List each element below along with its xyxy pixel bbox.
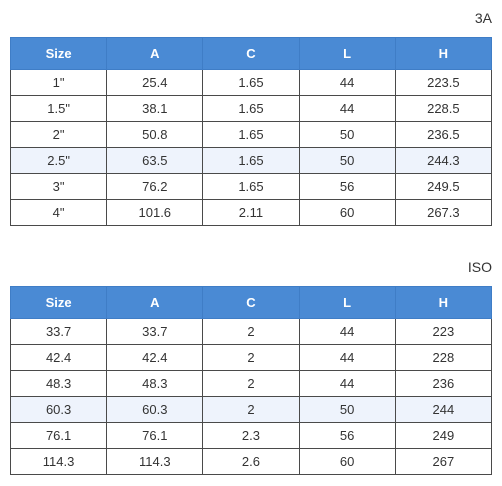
cell-h: 228.5 (394, 95, 493, 122)
cell-c: 1.65 (202, 147, 300, 174)
column-header-h: H (394, 286, 493, 319)
table-row: 1" 25.4 1.65 44 223.5 (9, 69, 493, 96)
cell-size: 76.1 (9, 422, 108, 449)
cell-c: 2.11 (202, 199, 300, 226)
table-header-row: Size A C L H (9, 37, 493, 70)
cell-c: 2 (202, 370, 300, 397)
cell-h: 228 (394, 344, 493, 371)
cell-h: 267 (394, 448, 493, 475)
cell-size: 2" (9, 121, 108, 148)
cell-a: 38.1 (106, 95, 204, 122)
table-row: 4" 101.6 2.11 60 267.3 (9, 199, 493, 226)
column-header-c: C (202, 37, 300, 70)
cell-a: 76.1 (106, 422, 204, 449)
cell-l: 60 (298, 448, 396, 475)
cell-l: 44 (298, 318, 396, 345)
cell-h: 236.5 (394, 121, 493, 148)
table-row: 2" 50.8 1.65 50 236.5 (9, 121, 493, 148)
table-row-highlighted: 2.5" 63.5 1.65 50 244.3 (9, 147, 493, 174)
cell-a: 25.4 (106, 69, 204, 96)
cell-l: 44 (298, 370, 396, 397)
cell-l: 56 (298, 173, 396, 200)
column-header-size: Size (9, 286, 108, 319)
cell-l: 60 (298, 199, 396, 226)
cell-c: 2 (202, 318, 300, 345)
cell-size: 114.3 (9, 448, 108, 475)
table-row: 114.3 114.3 2.6 60 267 (9, 448, 493, 475)
cell-size: 2.5" (9, 147, 108, 174)
table-title-3a: 3A (474, 10, 492, 26)
cell-a: 60.3 (106, 396, 204, 423)
cell-size: 42.4 (9, 344, 108, 371)
cell-l: 56 (298, 422, 396, 449)
cell-a: 114.3 (106, 448, 204, 475)
cell-a: 42.4 (106, 344, 204, 371)
column-header-a: A (106, 37, 204, 70)
cell-c: 2 (202, 396, 300, 423)
cell-h: 244.3 (394, 147, 493, 174)
cell-size: 48.3 (9, 370, 108, 397)
cell-a: 101.6 (106, 199, 204, 226)
cell-h: 244 (394, 396, 493, 423)
cell-c: 2.6 (202, 448, 300, 475)
column-header-l: L (298, 37, 396, 70)
cell-l: 44 (298, 95, 396, 122)
cell-c: 1.65 (202, 121, 300, 148)
column-header-l: L (298, 286, 396, 319)
table-row: 76.1 76.1 2.3 56 249 (9, 422, 493, 449)
cell-l: 44 (298, 344, 396, 371)
cell-l: 50 (298, 396, 396, 423)
table-row: 42.4 42.4 2 44 228 (9, 344, 493, 371)
cell-h: 223.5 (394, 69, 493, 96)
cell-size: 1" (9, 69, 108, 96)
cell-size: 60.3 (9, 396, 108, 423)
cell-a: 48.3 (106, 370, 204, 397)
column-header-size: Size (9, 37, 108, 70)
table-title-iso: ISO (467, 259, 492, 275)
cell-a: 50.8 (106, 121, 204, 148)
cell-a: 76.2 (106, 173, 204, 200)
cell-c: 1.65 (202, 69, 300, 96)
table-row: 33.7 33.7 2 44 223 (9, 318, 493, 345)
dimension-table-3a: Size A C L H 1" 25.4 1.65 44 223.5 1.5" … (9, 37, 493, 226)
table-header-row: Size A C L H (9, 286, 493, 319)
cell-c: 2.3 (202, 422, 300, 449)
cell-size: 33.7 (9, 318, 108, 345)
cell-h: 223 (394, 318, 493, 345)
cell-h: 267.3 (394, 199, 493, 226)
cell-c: 1.65 (202, 95, 300, 122)
cell-size: 3" (9, 173, 108, 200)
cell-c: 2 (202, 344, 300, 371)
cell-c: 1.65 (202, 173, 300, 200)
cell-size: 4" (9, 199, 108, 226)
dimension-table-iso: Size A C L H 33.7 33.7 2 44 223 42.4 42.… (9, 286, 493, 475)
cell-l: 50 (298, 121, 396, 148)
table-row: 48.3 48.3 2 44 236 (9, 370, 493, 397)
cell-h: 249.5 (394, 173, 493, 200)
column-header-a: A (106, 286, 204, 319)
table-row-highlighted: 60.3 60.3 2 50 244 (9, 396, 493, 423)
cell-h: 249 (394, 422, 493, 449)
cell-l: 50 (298, 147, 396, 174)
column-header-h: H (394, 37, 493, 70)
cell-l: 44 (298, 69, 396, 96)
cell-size: 1.5" (9, 95, 108, 122)
column-header-c: C (202, 286, 300, 319)
table-row: 1.5" 38.1 1.65 44 228.5 (9, 95, 493, 122)
table-row: 3" 76.2 1.65 56 249.5 (9, 173, 493, 200)
cell-h: 236 (394, 370, 493, 397)
cell-a: 33.7 (106, 318, 204, 345)
cell-a: 63.5 (106, 147, 204, 174)
